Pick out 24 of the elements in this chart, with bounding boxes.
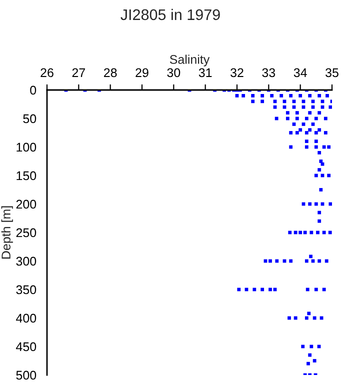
y-tick-label: 100 [16, 142, 36, 152]
x-tick-label: 31 [198, 68, 212, 78]
x-tick-label: 27 [72, 68, 85, 77]
y-tick-label: 500 [16, 370, 36, 380]
y-tick-label: 50 [23, 114, 36, 124]
y-tick-label: 150 [16, 171, 36, 180]
x-tick-label: 34 [294, 68, 307, 78]
y-tick-label: 400 [16, 314, 36, 323]
y-tick-label: 200 [16, 200, 36, 209]
x-axis-title: Salinity [170, 54, 210, 66]
y-axis-title: Depth [m] [1, 206, 13, 259]
x-tick-label: 26 [40, 68, 54, 78]
x-tick-label: 32 [230, 68, 244, 78]
x-tick-label: 30 [167, 68, 180, 78]
x-tick-label: 33 [262, 68, 276, 78]
y-tick-label: 350 [16, 285, 36, 294]
x-tick-label: 28 [104, 68, 117, 78]
y-tick-label: 300 [16, 256, 36, 266]
x-tick-label: 29 [136, 68, 148, 78]
x-tick-label: 35 [326, 68, 338, 78]
y-tick-label: 250 [16, 228, 36, 238]
y-tick-label: 450 [16, 342, 36, 352]
y-tick-label: 0 [30, 86, 36, 95]
chart-title: JI2805 in 1979 [120, 8, 220, 20]
